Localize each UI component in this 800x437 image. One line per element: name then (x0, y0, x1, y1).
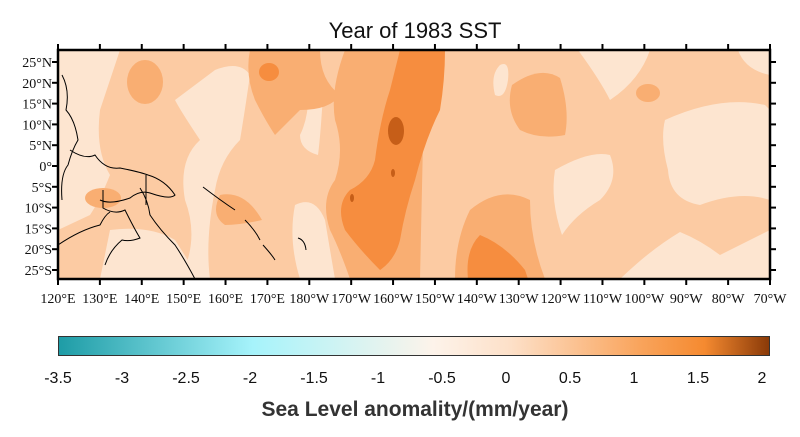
colorbar (58, 336, 770, 356)
lat-label: 25°N (22, 56, 52, 71)
colorbar-tick-label: 0.5 (558, 370, 582, 387)
lon-label: 170°E (250, 292, 285, 307)
latitude-labels: 25°N 20°N 15°N 10°N 5°N 0° 5°S 10°S 15°S 20°S 25°S (22, 56, 52, 279)
contour-fill (58, 50, 770, 279)
lon-label: 140°E (124, 292, 159, 307)
colorbar-tick-label: 2 (757, 370, 767, 387)
colorbar-tick-label: -1.5 (300, 370, 328, 387)
lon-label: 120°W (541, 292, 582, 307)
colorbar-tick-label: -0.5 (428, 370, 456, 387)
colorbar-tick-label: -1 (370, 370, 386, 387)
lon-label: 180°W (289, 292, 330, 307)
colorbar-tick-label: -2.5 (172, 370, 200, 387)
colorbar-title: Sea Level anomality/(mm/year) (261, 398, 569, 421)
colorbar-tick-label: -2 (242, 370, 258, 387)
lon-label: 140°W (457, 292, 498, 307)
lon-label: 160°W (373, 292, 414, 307)
lat-label: 5°S (32, 181, 52, 196)
lat-label: 10°N (22, 118, 52, 133)
lon-label: 150°E (166, 292, 201, 307)
lon-label: 150°W (415, 292, 456, 307)
lat-label: 5°N (29, 139, 52, 154)
lon-label: 110°W (583, 292, 623, 307)
lon-label: 70°W (754, 292, 788, 307)
axis-ticks (52, 44, 776, 285)
lon-label: 120°E (40, 292, 75, 307)
lon-label: 100°W (624, 292, 665, 307)
lon-label: 130°W (499, 292, 540, 307)
lat-label: 10°S (25, 202, 52, 217)
lon-label: 170°W (331, 292, 372, 307)
lat-label: 15°N (22, 98, 52, 113)
lat-label: 15°S (25, 222, 52, 237)
lon-label: 90°W (670, 292, 704, 307)
colorbar-tick-label: 1 (629, 370, 639, 387)
lon-label: 160°E (208, 292, 243, 307)
lat-label: 20°S (25, 243, 52, 258)
longitude-labels: 120°E 130°E 140°E 150°E 160°E 170°E 180°W 170°W… (40, 292, 787, 307)
lat-label: 0° (39, 160, 52, 175)
colorbar-tick-label: 1.5 (686, 370, 710, 387)
lon-label: 130°E (82, 292, 117, 307)
lon-label: 80°W (712, 292, 746, 307)
map-title: Year of 1983 SST (328, 18, 502, 43)
colorbar-tick-label: 0 (501, 370, 511, 387)
sst-anomaly-map: 120°E 130°E 140°E 150°E 160°E 170°E 180°W 170°W… (22, 44, 787, 307)
colorbar-tick-label: -3 (114, 370, 130, 387)
map-frame (56, 48, 772, 281)
lat-label: 20°N (22, 77, 52, 92)
coastlines (58, 74, 307, 279)
lat-label: 25°S (25, 264, 52, 279)
colorbar-tick-label: -3.5 (44, 370, 72, 387)
